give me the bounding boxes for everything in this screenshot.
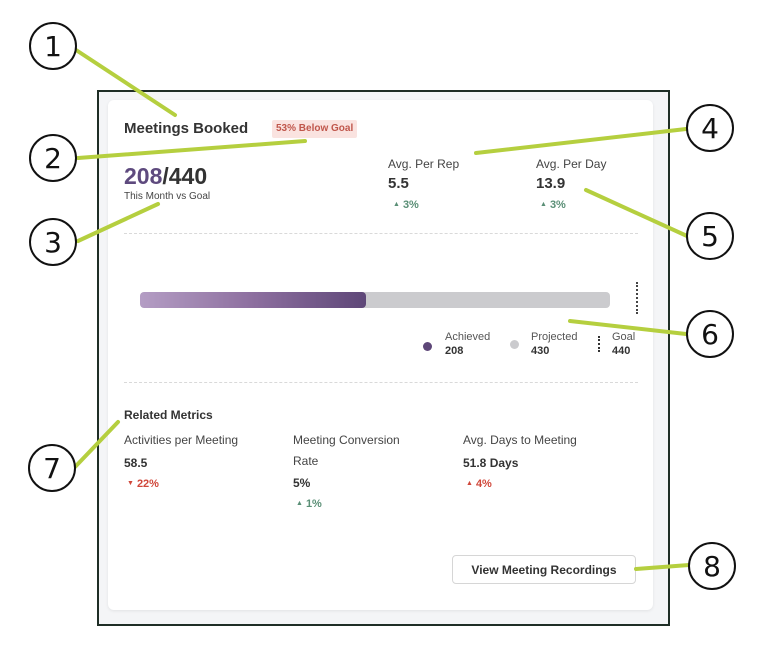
legend-achieved-label: Achieved	[445, 331, 491, 343]
achieved-dot-icon	[423, 342, 432, 351]
callout-5: 5	[686, 212, 734, 260]
view-meeting-recordings-button[interactable]: View Meeting Recordings	[452, 555, 636, 584]
metric-label-conversion-line2: Rate	[293, 454, 319, 468]
callout-8: 8	[688, 542, 736, 590]
progress-bar-achieved	[140, 292, 366, 308]
related-metrics-title: Related Metrics	[124, 408, 213, 422]
widget-title: Meetings Booked	[124, 120, 249, 137]
metric-value-days: 51.8 Days	[463, 456, 519, 470]
progress-bar-projected	[140, 292, 610, 308]
stat-delta-per-rep: ▲ 3%	[393, 199, 419, 211]
separator: /	[162, 163, 169, 189]
stat-delta-per-day: ▲ 3%	[540, 199, 566, 211]
metric-label-days: Avg. Days to Meeting	[463, 433, 577, 447]
metric-label-conversion-line1: Meeting Conversion	[293, 433, 400, 447]
goal-dotted-icon	[598, 336, 600, 352]
status-badge: 53% Below Goal	[272, 120, 358, 138]
metric-delta-activities: ▼ 22%	[127, 478, 159, 490]
callout-6: 6	[686, 310, 734, 358]
delta-value: 3%	[549, 199, 566, 211]
stat-value-per-day: 13.9	[536, 175, 566, 192]
delta-value: 22%	[136, 478, 159, 490]
achieved-count: 208	[124, 163, 163, 189]
metric-delta-conversion: ▲ 1%	[296, 498, 322, 510]
metric-delta-days: ▲ 4%	[466, 478, 492, 490]
callout-4: 4	[686, 104, 734, 152]
callout-1: 1	[29, 22, 77, 70]
section-divider	[124, 382, 638, 383]
legend-goal-label: Goal	[612, 331, 636, 343]
goal-count: 440	[168, 163, 208, 189]
metric-label-activities: Activities per Meeting	[124, 433, 239, 447]
trend-up-icon: ▲	[393, 201, 400, 208]
delta-value: 3%	[402, 199, 419, 211]
legend-projected-value: 430	[531, 345, 550, 357]
projected-dot-icon	[510, 340, 519, 349]
trend-up-icon: ▲	[540, 201, 547, 208]
callout-7: 7	[28, 444, 76, 492]
callout-2: 2	[29, 134, 77, 182]
legend-goal-value: 440	[612, 345, 631, 357]
stat-label-per-rep: Avg. Per Rep	[388, 157, 460, 171]
legend-achieved-value: 208	[445, 345, 464, 357]
achieved-caption: This Month vs Goal	[124, 191, 211, 202]
section-divider	[124, 233, 638, 234]
stat-label-per-day: Avg. Per Day	[536, 157, 607, 171]
callout-3: 3	[29, 218, 77, 266]
delta-value: 4%	[475, 478, 492, 490]
metric-value-conversion: 5%	[293, 476, 311, 490]
trend-down-icon: ▼	[127, 480, 134, 487]
delta-value: 1%	[305, 498, 322, 510]
meetings-booked-card	[108, 100, 653, 610]
stat-value-per-rep: 5.5	[388, 175, 409, 192]
metric-value-activities: 58.5	[124, 456, 148, 470]
legend-projected-label: Projected	[531, 331, 578, 343]
trend-up-icon: ▲	[296, 500, 303, 507]
goal-marker-line	[636, 282, 638, 314]
achieved-vs-goal: 208/440	[124, 163, 207, 190]
trend-up-icon: ▲	[466, 480, 473, 487]
